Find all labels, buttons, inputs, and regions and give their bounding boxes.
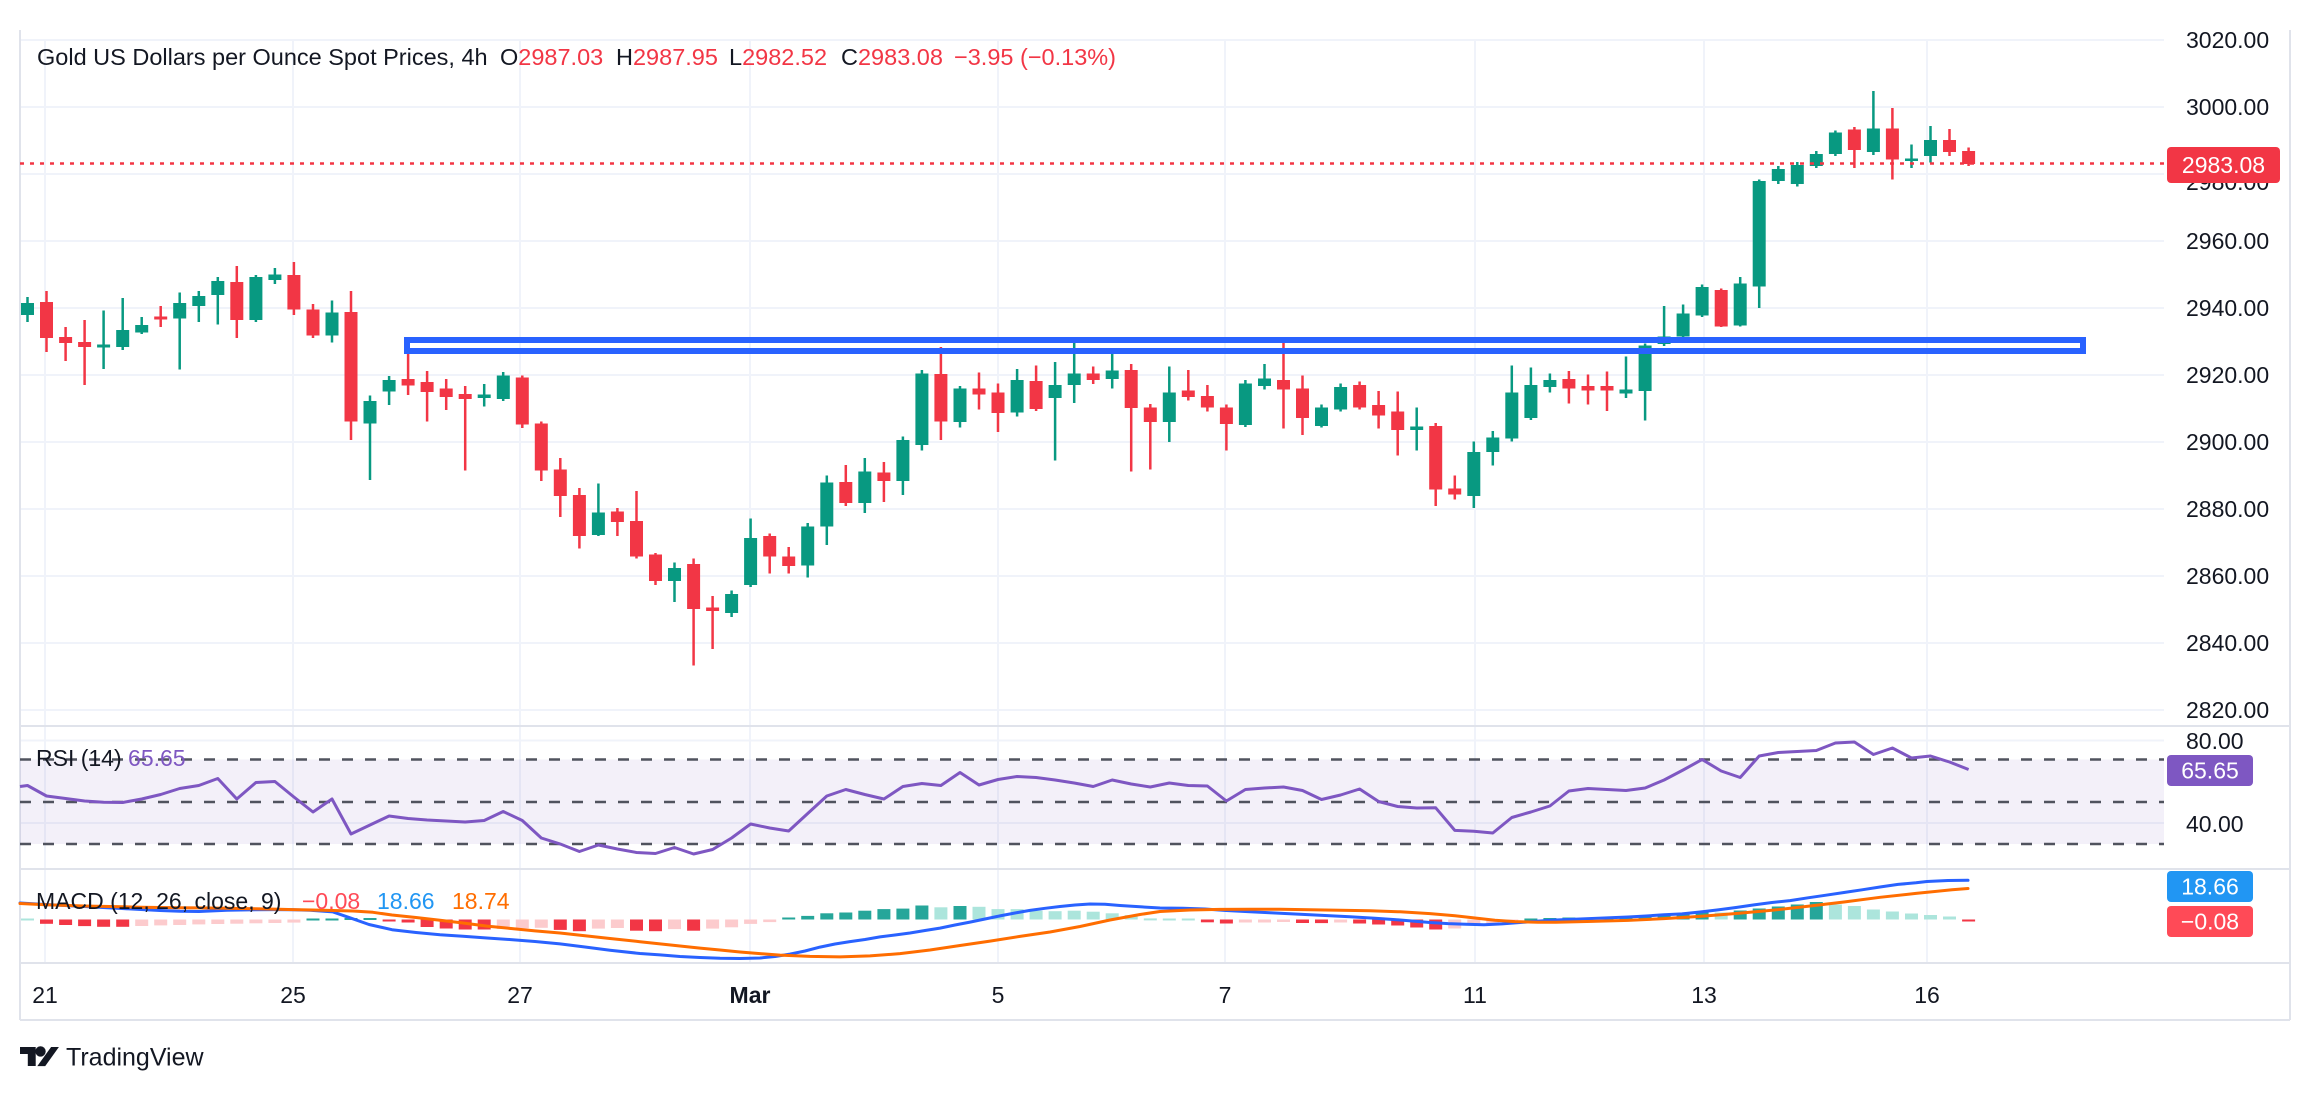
svg-text:O2987.03: O2987.03 — [500, 44, 603, 70]
svg-text:H2987.95: H2987.95 — [616, 44, 718, 70]
svg-text:2983.08: 2983.08 — [2182, 152, 2265, 178]
svg-text:25: 25 — [280, 982, 306, 1008]
svg-text:16: 16 — [1914, 982, 1940, 1008]
svg-text:21: 21 — [32, 982, 58, 1008]
svg-text:TradingView: TradingView — [66, 1044, 205, 1072]
svg-text:C2983.08: C2983.08 — [841, 44, 943, 70]
svg-text:−0.08: −0.08 — [302, 888, 360, 914]
svg-text:40.00: 40.00 — [2186, 811, 2244, 837]
svg-text:65.65: 65.65 — [2181, 758, 2239, 784]
svg-text:−0.08: −0.08 — [2181, 909, 2239, 935]
svg-text:13: 13 — [1691, 982, 1717, 1008]
svg-text:3020.00: 3020.00 — [2186, 27, 2269, 53]
svg-text:2940.00: 2940.00 — [2186, 295, 2269, 321]
svg-text:7: 7 — [1219, 982, 1232, 1008]
svg-text:2880.00: 2880.00 — [2186, 496, 2269, 522]
svg-text:2820.00: 2820.00 — [2186, 697, 2269, 723]
svg-text:−3.95 (−0.13%): −3.95 (−0.13%) — [954, 44, 1116, 70]
svg-text:2920.00: 2920.00 — [2186, 362, 2269, 388]
svg-text:MACD (12, 26, close, 9): MACD (12, 26, close, 9) — [36, 888, 281, 914]
svg-text:2900.00: 2900.00 — [2186, 429, 2269, 455]
svg-text:18.74: 18.74 — [452, 888, 510, 914]
svg-text:18.66: 18.66 — [2181, 874, 2239, 900]
svg-text:Gold US Dollars per Ounce Spot: Gold US Dollars per Ounce Spot Prices, 4… — [37, 44, 488, 70]
svg-text:80.00: 80.00 — [2186, 728, 2244, 754]
svg-text:2960.00: 2960.00 — [2186, 228, 2269, 254]
svg-text:RSI (14) 65.65: RSI (14) 65.65 — [36, 745, 186, 771]
svg-text:18.66: 18.66 — [377, 888, 435, 914]
svg-text:Mar: Mar — [730, 982, 771, 1008]
svg-text:2860.00: 2860.00 — [2186, 563, 2269, 589]
svg-text:5: 5 — [992, 982, 1005, 1008]
svg-text:11: 11 — [1463, 982, 1487, 1008]
svg-text:L2982.52: L2982.52 — [729, 44, 827, 70]
svg-text:2840.00: 2840.00 — [2186, 630, 2269, 656]
svg-text:27: 27 — [507, 982, 533, 1008]
svg-text:3000.00: 3000.00 — [2186, 94, 2269, 120]
